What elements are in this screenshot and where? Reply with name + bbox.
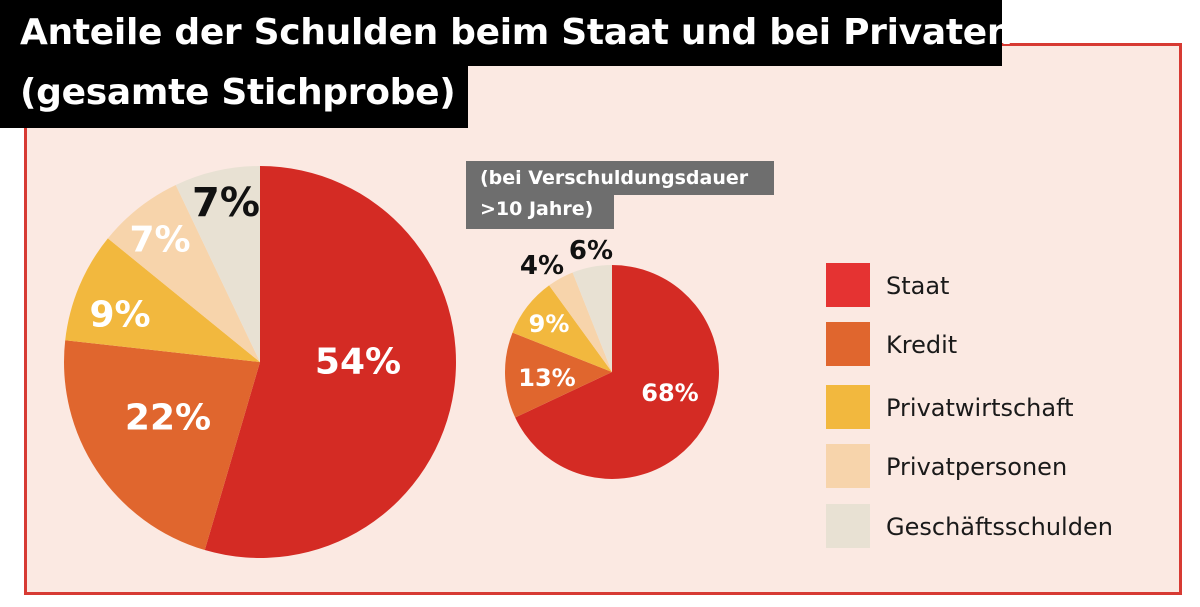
pie-slice-kredit xyxy=(63,340,260,551)
pie-label-privatpersonen: 7% xyxy=(129,220,190,261)
pie-slice-geschaeftsschulden xyxy=(572,265,612,372)
pie-label-staat: 68% xyxy=(641,379,698,407)
legend-swatch xyxy=(826,322,870,366)
legend-swatch xyxy=(826,263,870,307)
pie-label-staat: 54% xyxy=(315,342,401,383)
chart-title-line-2: (gesamte Stichprobe) xyxy=(20,72,456,113)
pie-slice-geschaeftsschulden xyxy=(175,166,260,362)
pie-chart-total: 54% 22% 9% 7%7% xyxy=(63,166,457,558)
legend-item-privatwirtschaft: Privatwirtschaft xyxy=(826,385,1166,429)
title-background-lower xyxy=(0,60,468,128)
legend-label: Geschäftsschulden xyxy=(886,513,1113,541)
pie-slice-staat xyxy=(204,166,457,558)
title-background xyxy=(0,0,1002,66)
legend-label: Privatpersonen xyxy=(886,453,1068,481)
title-box: Anteile der Schulden beim Staat und bei … xyxy=(0,0,1012,128)
legend-label: Kredit xyxy=(886,331,958,359)
chart-title-line-1: Anteile der Schulden beim Staat und bei … xyxy=(20,12,1013,53)
pie-label-privatpersonen: 4% xyxy=(520,251,564,281)
legend-item-kredit: Kredit xyxy=(826,322,1166,366)
subtitle-line-2: >10 Jahre) xyxy=(480,198,594,220)
legend-swatch xyxy=(826,444,870,488)
pie-slice-privatpersonen xyxy=(549,272,612,372)
legend-swatch xyxy=(826,504,870,548)
subtitle-background xyxy=(466,161,774,195)
legend-item-privatpersonen: Privatpersonen xyxy=(826,444,1166,488)
pie-label-geschaeftsschulden: 7% xyxy=(192,180,260,226)
pie-label-privatwirtschaft: 9% xyxy=(529,310,570,338)
legend-label: Staat xyxy=(886,272,950,300)
pie-label-privatwirtschaft: 9% xyxy=(89,295,150,336)
pie-slice-privatpersonen xyxy=(107,185,260,362)
legend-item-geschaeftsschulden: Geschäftsschulden xyxy=(826,504,1166,548)
pie-slice-privatwirtschaft xyxy=(512,285,612,372)
subtitle-background-lower xyxy=(466,191,614,229)
pie-slice-staat xyxy=(515,265,719,479)
pie-slice-kredit xyxy=(504,332,612,418)
subtitle-line-1: (bei Verschuldungsdauer xyxy=(480,167,749,189)
pie-chart-long-term: 68% 13% 9% 4% 6% xyxy=(504,236,719,479)
pie-slice-privatwirtschaft xyxy=(65,238,260,362)
pie-label-geschaeftsschulden: 6% xyxy=(569,236,613,266)
pie-label-kredit: 13% xyxy=(518,364,575,392)
legend-label: Privatwirtschaft xyxy=(886,394,1074,422)
legend-item-staat: Staat xyxy=(826,263,1166,307)
legend-swatch xyxy=(826,385,870,429)
pie-label-kredit: 22% xyxy=(125,398,211,439)
